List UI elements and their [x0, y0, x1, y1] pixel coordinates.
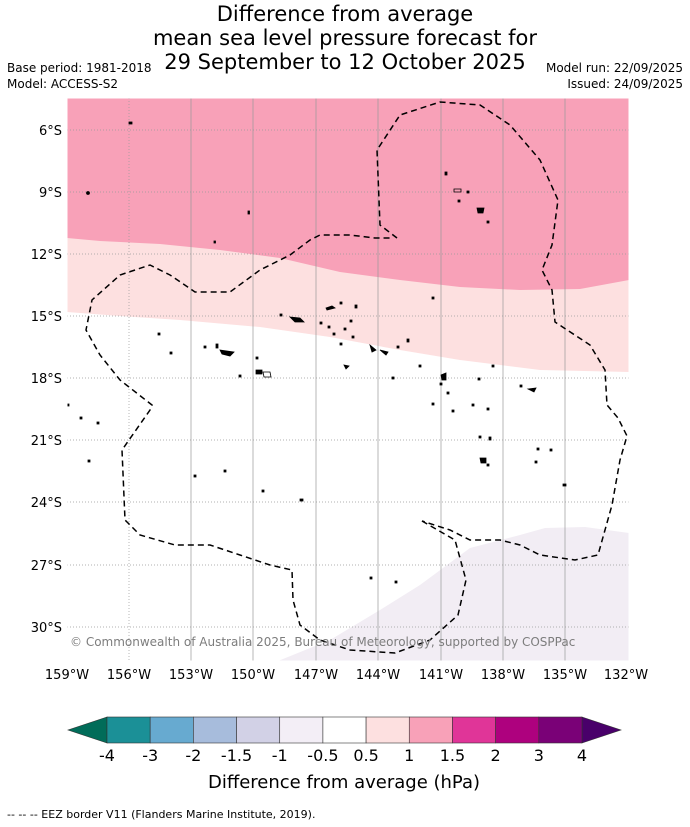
chart-title: Difference from average mean sea level p…	[0, 2, 690, 74]
gridlines	[67, 98, 629, 661]
colorbar-bin	[365, 716, 410, 744]
lat-label: 18°S	[31, 372, 62, 387]
lon-label: 144°W	[356, 668, 400, 683]
lon-label: 135°W	[543, 668, 587, 683]
lat-label: 12°S	[31, 248, 62, 263]
lon-label: 150°W	[231, 668, 275, 683]
lat-label: 27°S	[31, 559, 62, 574]
colorbar-under-triangle	[67, 716, 108, 744]
map-frame	[66, 97, 630, 662]
colorbar-bin	[538, 716, 583, 744]
colorbar-bin	[193, 716, 237, 744]
lon-label: 159°W	[45, 668, 89, 683]
colorbar-tick-label: -1.5	[221, 746, 252, 765]
lon-label: 156°W	[107, 668, 151, 683]
colorbar-bin	[322, 716, 367, 744]
colorbar-tick-label: 0.5	[353, 746, 378, 765]
lon-label: 132°W	[604, 668, 648, 683]
meta-left: Base period: 1981-2018 Model: ACCESS-S2	[7, 60, 152, 92]
longitude-labels: 159°W 156°W 153°W 150°W 147°W 144°W 141°…	[45, 668, 648, 683]
copyright-text: © Commonwealth of Australia 2025, Bureau…	[70, 635, 575, 649]
lat-label: 24°S	[31, 496, 62, 511]
colorbar-tick-label: 2	[491, 746, 501, 765]
colorbar-tick-label: 3	[534, 746, 544, 765]
model-run: Model run: 22/09/2025	[545, 61, 683, 75]
meta-right: Model run: 22/09/2025 Issued: 24/09/2025	[546, 60, 683, 92]
latitude-labels: 6°S 9°S 12°S 15°S 18°S 21°S 24°S 27°S 30…	[31, 124, 62, 636]
colorbar: -4 -3 -2 -1.5 -1 -0.5 0.5 1 1.5 2 3 4	[67, 716, 622, 765]
lon-label: 141°W	[419, 668, 463, 683]
colorbar-tick-label: -2	[185, 746, 201, 765]
colorbar-tick-label: 1	[404, 746, 414, 765]
base-period: Base period: 1981-2018	[7, 61, 152, 75]
title-line-1: Difference from average	[216, 2, 474, 26]
colorbar-tick-label: -1	[272, 746, 288, 765]
colorbar-bin	[495, 716, 540, 744]
eez-border	[85, 101, 628, 654]
issued-date: Issued: 24/09/2025	[567, 77, 683, 91]
colorbar-over-triangle	[581, 716, 622, 744]
colorbar-tick-label: 1.5	[440, 746, 465, 765]
title-line-2: mean sea level pressure forecast for	[152, 26, 538, 50]
colorbar-tick-label: -0.5	[307, 746, 338, 765]
lon-label: 153°W	[169, 668, 213, 683]
islands	[66, 121, 567, 584]
model-name: Model: ACCESS-S2	[7, 77, 119, 91]
lon-label: 147°W	[294, 668, 338, 683]
lat-label: 6°S	[39, 124, 62, 139]
lat-label: 9°S	[39, 186, 62, 201]
title-line-3: 29 September to 12 October 2025	[164, 50, 526, 74]
colorbar-tick-label: -3	[142, 746, 158, 765]
anomaly-region-lilac	[278, 527, 629, 661]
lon-label: 138°W	[481, 668, 525, 683]
colorbar-tick-label: -4	[99, 746, 115, 765]
lat-label: 30°S	[31, 621, 62, 636]
eez-footnote: -- -- -- EEZ border V11 (Flanders Marine…	[7, 808, 316, 821]
lat-label: 15°S	[31, 310, 62, 325]
anomaly-region-pink	[67, 98, 629, 290]
colorbar-bin	[408, 716, 453, 744]
colorbar-tick-label: 4	[577, 746, 587, 765]
lat-label: 21°S	[31, 434, 62, 449]
colorbar-bin	[452, 716, 496, 744]
colorbar-bin	[236, 716, 281, 744]
colorbar-bin	[149, 716, 194, 744]
colorbar-bin	[279, 716, 324, 744]
colorbar-title: Difference from average (hPa)	[208, 772, 480, 793]
colorbar-bin	[106, 716, 151, 744]
